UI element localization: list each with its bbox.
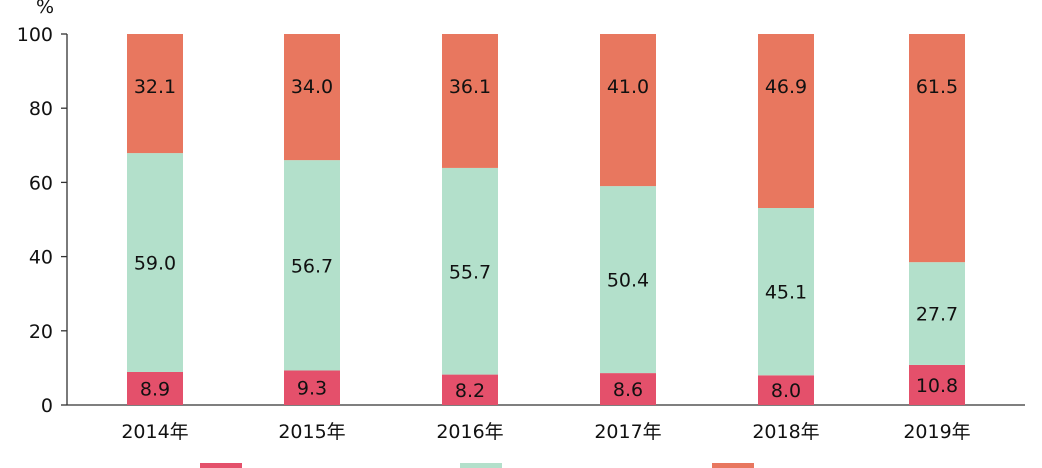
x-tick-label: 2014年: [121, 421, 188, 443]
y-axis-unit-label: %: [36, 0, 54, 18]
x-tick-label: 2018年: [752, 421, 819, 443]
axes: 0 20 40 60 80 100 2014年 2015年 2016年 2017年 2018年 201…: [17, 24, 1025, 443]
bar-value-label: 34.0: [291, 76, 333, 98]
bar-segment: [127, 371, 183, 405]
legend-swatch: [460, 463, 502, 468]
bar-segment: [758, 34, 814, 208]
bar-value-label: 10.8: [916, 375, 958, 397]
bar-value-label: 55.7: [449, 261, 491, 283]
bar-value-label: 8.2: [455, 380, 485, 402]
bar-value-label: 56.7: [291, 255, 333, 277]
bar-value-label: 50.4: [607, 270, 649, 292]
bar-segment: [600, 373, 656, 405]
bar-value-label: 36.1: [449, 76, 491, 98]
bar-segment: [284, 370, 340, 405]
bar-segment: [284, 160, 340, 371]
bar-value-label: 8.9: [140, 378, 170, 400]
bar-segment: [600, 34, 656, 187]
bar-value-label: 32.1: [134, 76, 176, 98]
y-tick-label: 0: [41, 395, 53, 417]
bar-segment: [909, 262, 965, 365]
bar-segment: [284, 34, 340, 161]
bar-value-label: 9.3: [297, 378, 327, 400]
bar-value-label: 8.0: [771, 380, 801, 402]
y-tick-label: 80: [29, 98, 53, 120]
bar-value-label: 45.1: [765, 282, 807, 304]
x-tick-label: 2015年: [278, 421, 345, 443]
x-tick-label: 2016年: [436, 421, 503, 443]
bar-segment: [442, 374, 498, 405]
x-tick-label: 2019年: [903, 421, 970, 443]
bar-segment: [442, 167, 498, 375]
legend-swatch: [200, 463, 242, 468]
y-tick-label: 40: [29, 247, 53, 269]
bar-segment: [127, 34, 183, 154]
legend-swatch: [712, 463, 754, 468]
bar-value-label: 8.6: [613, 379, 643, 401]
bar-segment: [758, 207, 814, 376]
bar-value-label: 59.0: [134, 253, 176, 275]
legend: [200, 463, 754, 468]
bar-segment: [127, 153, 183, 372]
bar-segment: [909, 34, 965, 263]
y-tick-label: 100: [17, 24, 53, 46]
bar-value-label: 46.9: [765, 76, 807, 98]
bar-segment: [600, 186, 656, 374]
bar-value-label: 61.5: [916, 76, 958, 98]
bar-segment: [909, 364, 965, 405]
bars-group: 8.9 59.0 32.1 9.3 56.7 34.0 8.2 55.7 36.1 8.6 50.4…: [127, 34, 965, 405]
y-tick-label: 20: [29, 321, 53, 343]
bar-value-label: 41.0: [607, 76, 649, 98]
bar-value-label: 27.7: [916, 304, 958, 326]
y-tick-label: 60: [29, 172, 53, 194]
bar-segment: [758, 375, 814, 405]
bar-segment: [442, 34, 498, 168]
x-tick-label: 2017年: [594, 421, 661, 443]
